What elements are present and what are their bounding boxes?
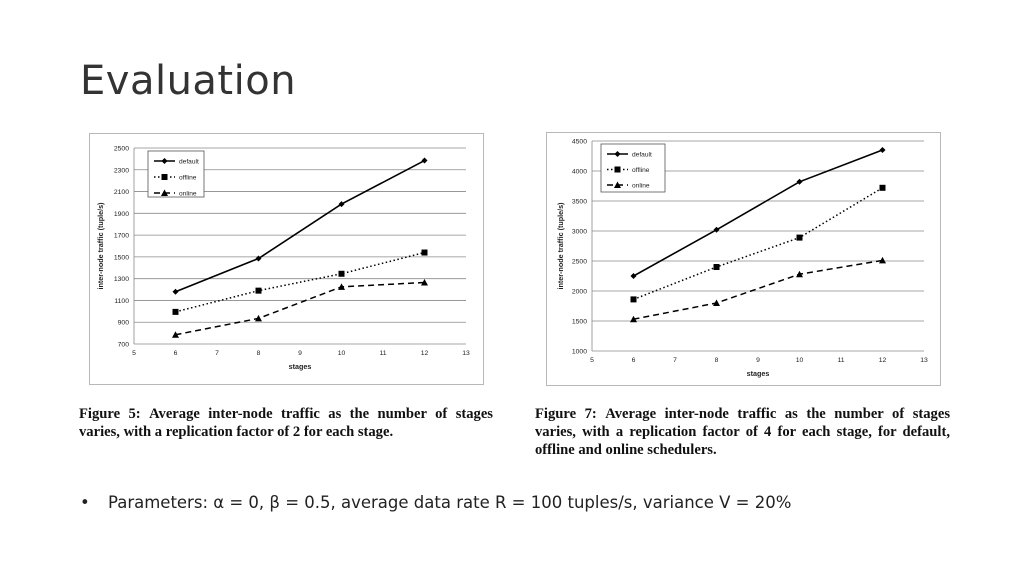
data-point-offline: [879, 184, 886, 191]
x-axis-label: stages: [289, 362, 312, 371]
y-tick-label: 2300: [114, 167, 129, 174]
y-tick-label: 1900: [114, 211, 129, 218]
y-tick-label: 1500: [114, 254, 129, 261]
y-tick-label: 2500: [572, 259, 587, 266]
data-point-online: [421, 278, 428, 286]
x-tick-label: 7: [673, 357, 677, 364]
legend-label-offline: offline: [632, 167, 650, 174]
series-line-default: [175, 159, 425, 293]
data-point-online: [879, 256, 886, 264]
legend-marker-offline: [614, 166, 621, 173]
data-point-offline: [255, 287, 262, 294]
data-point-default: [796, 178, 803, 185]
y-tick-label: 1700: [114, 233, 129, 240]
figure-5-plot: 700 900 1100 1300 1500 1700 1900 2100 2300 2500 5 6…: [96, 146, 470, 372]
y-axis-label: inter-node traffic (tuple/s): [556, 202, 565, 290]
y-tick-label: 2100: [114, 189, 129, 196]
x-tick-label: 13: [920, 357, 928, 364]
slide-title: Evaluation: [80, 58, 297, 104]
data-point-offline: [796, 234, 803, 241]
legend-label-default: default: [632, 152, 652, 159]
legend-marker-offline: [161, 174, 168, 180]
data-point-online: [796, 270, 803, 278]
legend-box: [147, 150, 205, 198]
data-point-default: [338, 201, 345, 208]
x-tick-label: 7: [215, 350, 219, 357]
legend-box: [600, 143, 666, 193]
data-point-offline: [421, 249, 428, 256]
y-tick-label: 3000: [572, 229, 587, 236]
x-tick-label: 8: [257, 350, 261, 357]
x-tick-label: 13: [462, 350, 470, 357]
series-line-online: [175, 281, 425, 336]
data-point-default: [421, 157, 428, 164]
data-point-offline: [713, 264, 720, 270]
figure-7-plot: 1000 1500 2000 2500 3000 3500 4000 4500 5 6 7 8 9 10 1…: [556, 139, 928, 379]
legend-label-online: online: [632, 183, 650, 190]
y-tick-label: 2500: [114, 146, 129, 153]
figure-5-caption-text: Average inter-node traffic as the number…: [79, 406, 493, 440]
legend-label-default: default: [179, 159, 199, 166]
x-tick-label: 9: [756, 357, 760, 364]
x-tick-label: 9: [298, 350, 302, 357]
legend-label-online: online: [179, 191, 197, 198]
y-tick-label: 1300: [114, 276, 129, 283]
data-point-online: [630, 315, 637, 323]
x-tick-label: 6: [632, 357, 636, 364]
data-point-default: [172, 288, 179, 295]
legend-marker-default: [614, 151, 621, 157]
y-tick-label: 4000: [572, 169, 587, 176]
data-point-online: [713, 299, 720, 306]
x-tick-label: 10: [796, 357, 804, 364]
y-tick-label: 900: [118, 320, 130, 327]
x-tick-label: 11: [837, 357, 844, 364]
x-tick-label: 5: [132, 350, 136, 357]
legend-marker-default: [161, 158, 168, 164]
data-point-offline: [172, 308, 179, 315]
data-point-offline: [338, 270, 345, 277]
x-tick-label: 6: [174, 350, 178, 357]
y-tick-label: 1100: [114, 298, 129, 305]
figure-5-chart: 700 900 1100 1300 1500 1700 1900 2100 2300 2500 5 6…: [89, 133, 484, 385]
data-point-online: [255, 314, 262, 322]
y-tick-label: 1500: [572, 319, 587, 326]
parameters-bullet: • Parameters: α = 0, β = 0.5, average dat…: [80, 493, 791, 512]
series-line-online: [633, 259, 883, 320]
y-tick-label: 2000: [572, 289, 587, 296]
data-point-default: [713, 226, 720, 233]
x-tick-label: 8: [715, 357, 719, 364]
data-point-default: [630, 273, 637, 279]
y-tick-label: 1000: [572, 349, 587, 356]
data-point-default: [879, 147, 886, 153]
data-point-online: [172, 331, 179, 338]
figure-7-caption-text: Average inter-node traffic as the number…: [535, 406, 950, 458]
series-line-default: [633, 149, 883, 277]
x-tick-label: 12: [421, 350, 429, 357]
figure-7-caption-label: Figure 7:: [535, 406, 597, 422]
x-tick-label: 12: [879, 357, 887, 364]
data-point-default: [255, 255, 262, 262]
y-tick-label: 3500: [572, 199, 587, 206]
y-axis-label: inter-node traffic (tuple/s): [96, 202, 105, 290]
data-point-online: [338, 283, 345, 290]
figure-7-chart: 1000 1500 2000 2500 3000 3500 4000 4500 5 6 7 8 9 10 1…: [546, 132, 941, 386]
figure-5-caption-label: Figure 5:: [79, 406, 141, 422]
legend-label-offline: offline: [179, 175, 197, 182]
x-tick-label: 11: [379, 350, 386, 357]
series-line-offline: [633, 187, 883, 301]
legend-marker-online: [161, 189, 168, 196]
y-tick-label: 4500: [572, 139, 587, 146]
figure-5-caption: Figure 5: Average inter-node traffic as …: [79, 405, 493, 441]
bullet-marker: •: [80, 493, 90, 512]
figure-7-caption: Figure 7: Average inter-node traffic as …: [535, 405, 950, 459]
data-point-offline: [630, 296, 637, 303]
parameters-text: Parameters: α = 0, β = 0.5, average data…: [108, 493, 792, 512]
x-tick-label: 10: [338, 350, 346, 357]
y-tick-label: 700: [118, 342, 130, 349]
legend-marker-online: [614, 181, 621, 188]
x-tick-label: 5: [590, 357, 594, 364]
x-axis-label: stages: [747, 369, 770, 378]
series-line-offline: [175, 251, 425, 313]
